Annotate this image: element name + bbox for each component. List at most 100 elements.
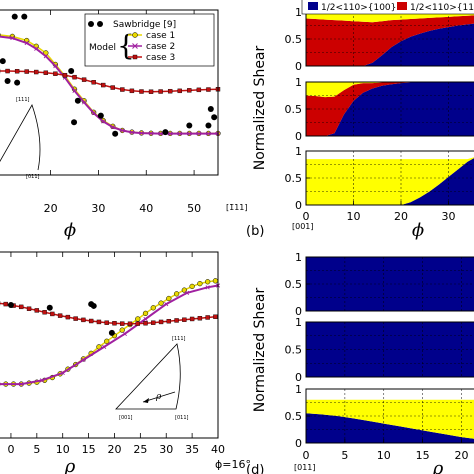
- bottom-left-x-tick-label: 35: [185, 443, 199, 456]
- top-left-point: [53, 63, 58, 69]
- bottom-left-x-tick-label: 0: [7, 443, 14, 456]
- bottom-right-y-tick-label: 1: [295, 251, 302, 264]
- legend-entry-100: 1/2<110>{100}: [321, 3, 396, 13]
- bottom-left-experiment-point: [7, 302, 14, 309]
- top-left-experiment-point: [21, 13, 28, 20]
- legend-entry-case2: case 2: [146, 42, 175, 52]
- legend-marker-case1: [132, 32, 138, 38]
- triangle-label-001: [001]: [119, 415, 132, 421]
- top-left-experiment-point: [71, 119, 78, 126]
- top-right-legend: 1/2<110>{100} 1/2<110>{110}: [301, 0, 474, 15]
- top-left-point: [187, 131, 192, 136]
- top-right-area-layer-3: [306, 82, 474, 98]
- bottom-left-point: [143, 316, 148, 322]
- bottom-left-x-tick-label: 25: [133, 443, 147, 456]
- bottom-left-point: [204, 279, 211, 285]
- legend-entry-case1: case 1: [146, 31, 175, 41]
- top-right-y-tick-label: 1: [295, 76, 302, 89]
- top-left-point: [91, 111, 96, 116]
- bottom-left-point: [73, 316, 78, 321]
- bottom-right-x-tick-label: 5: [341, 449, 348, 462]
- top-left-point: [167, 88, 173, 94]
- bottom-left-point: [65, 314, 71, 320]
- bottom-left-corner-label: ϕ=16°: [215, 458, 251, 471]
- top-right-area-layer-2: [306, 15, 474, 66]
- top-left-point: [168, 131, 173, 136]
- legend-frame: [84, 13, 215, 67]
- top-left-experiment-point: [68, 68, 75, 75]
- top-left-point: [43, 70, 49, 75]
- bottom-left-point: [158, 319, 164, 325]
- bottom-left-point: [197, 316, 203, 321]
- bottom-left-point: [50, 311, 55, 317]
- top-right-y-tick-label: 0.5: [285, 103, 303, 116]
- top-left-point: [91, 80, 96, 85]
- top-right-x-tick-label: 10: [347, 210, 361, 223]
- bottom-left-point: [19, 304, 24, 310]
- bottom-left-point: [205, 315, 210, 320]
- bottom-left-x-tick-label: 30: [159, 443, 173, 456]
- top-left-point: [81, 100, 87, 105]
- bottom-right-x-tick-label: 0: [303, 449, 310, 462]
- top-left-point: [148, 89, 154, 94]
- top-right-y-tick-label: 0.5: [285, 172, 303, 185]
- bottom-left-point: [184, 290, 190, 296]
- top-left-point: [10, 35, 15, 41]
- bottom-left-point: [173, 291, 180, 297]
- bottom-left-series-line-2: [0, 284, 219, 386]
- legend-swatch-100: [308, 2, 318, 10]
- bottom-left-point: [34, 308, 40, 313]
- top-right-y-tick-label: 0: [295, 60, 302, 73]
- top-right-y-tick-label: 0.5: [285, 33, 303, 46]
- bottom-right-ylabel: Normalized Shear: [252, 287, 268, 412]
- bottom-left-point: [151, 320, 156, 325]
- bottom-left-point: [166, 295, 172, 302]
- triangle-label-rho: ρ: [155, 392, 162, 402]
- top-left-point: [72, 88, 77, 93]
- triangle-outline: [115, 343, 181, 410]
- bottom-left-point: [81, 357, 86, 362]
- bottom-right-area-layer-1: [306, 413, 474, 443]
- top-left-x-tick-label: 20: [44, 202, 58, 215]
- top-left-series-line-3: [0, 70, 219, 93]
- bottom-left-x-tick-label: 40: [211, 443, 225, 456]
- bottom-left-chart: 0 5 10 15 20 25 30 35 40 ρ [111] [001] [011] ρ ϕ=…: [0, 251, 251, 474]
- bottom-right-y-tick-label: 0: [295, 371, 302, 384]
- bottom-left-point: [112, 321, 117, 326]
- top-right-x-tick-label: 20: [394, 210, 408, 223]
- bottom-left-x-tick-label: 15: [82, 443, 96, 456]
- top-right-x-axis-label: ϕ: [412, 220, 424, 241]
- bottom-left-point: [122, 331, 127, 336]
- bottom-left-point: [120, 321, 125, 326]
- bottom-left-point: [104, 320, 109, 325]
- top-left-experiment-point: [97, 112, 104, 119]
- bottom-left-point: [96, 319, 102, 325]
- bottom-left-series-line-1: [0, 280, 216, 385]
- bottom-left-point: [42, 310, 47, 315]
- top-right-panel-label: (b): [246, 224, 264, 239]
- top-left-plot-frame: [0, 9, 219, 176]
- top-right-x-tick-label: 0: [303, 210, 310, 223]
- top-left-point: [139, 89, 144, 94]
- bottom-right-y-tick-label: 0.5: [285, 344, 303, 357]
- triangle-label-111: [111]: [16, 97, 29, 103]
- top-left-experiment-point: [112, 130, 119, 137]
- bottom-left-point: [166, 318, 172, 324]
- bottom-left-x-tick-label: 10: [56, 443, 70, 456]
- triangle-outline: [0, 104, 41, 171]
- bottom-left-x-tick-label: 20: [107, 443, 121, 456]
- bottom-left-plot-frame: [0, 251, 219, 439]
- top-left-point: [206, 87, 211, 92]
- top-left-point: [196, 87, 202, 93]
- top-left-point: [158, 89, 163, 94]
- legend-swatch-110: [397, 2, 407, 10]
- top-left-point: [139, 130, 144, 136]
- bottom-left-point: [101, 344, 107, 349]
- top-left-x-tick-label: 50: [187, 202, 201, 215]
- top-left-point: [14, 69, 20, 74]
- top-left-experiment-point: [186, 122, 193, 129]
- top-left-point: [34, 46, 39, 51]
- top-left-experiment-point: [205, 122, 212, 129]
- top-left-experiment-point: [207, 106, 214, 112]
